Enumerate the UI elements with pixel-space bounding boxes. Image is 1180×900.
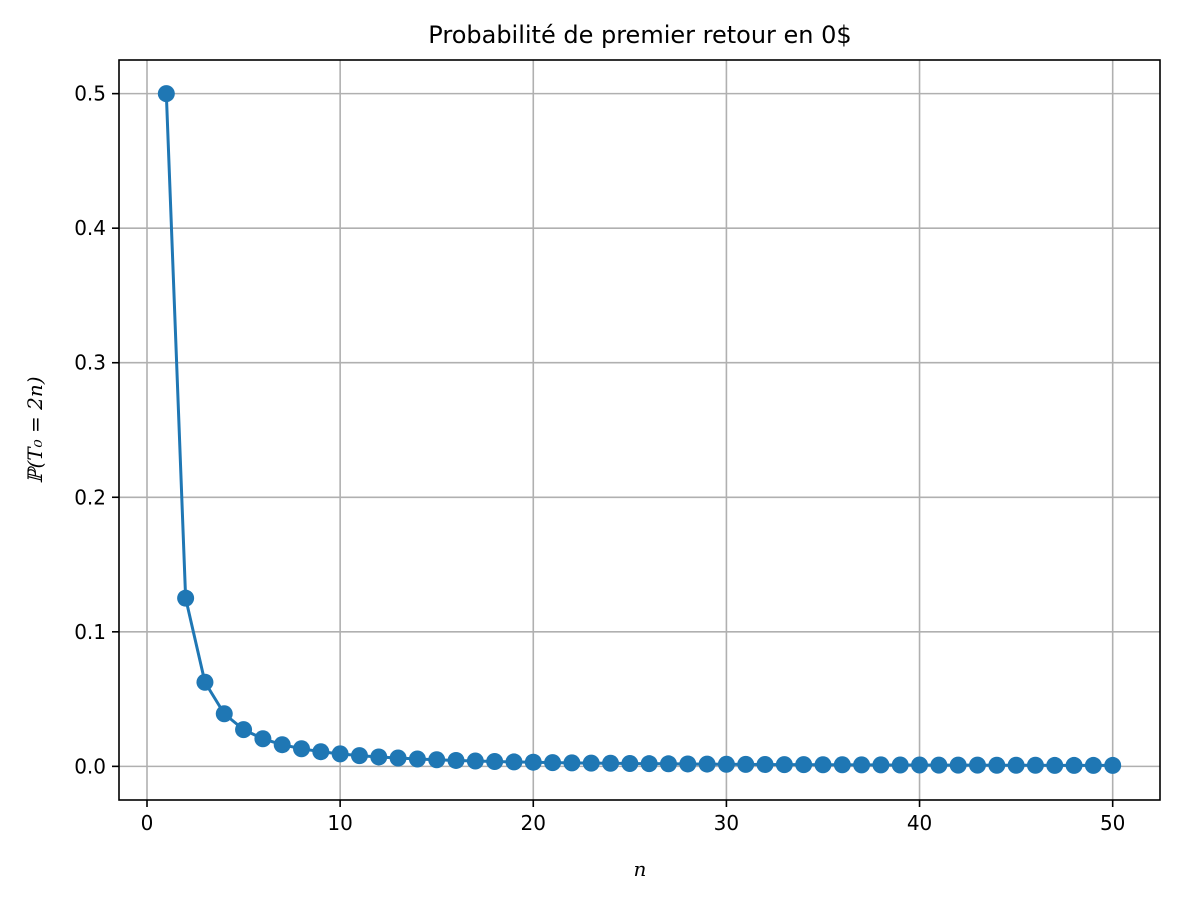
x-tick-label: 50 [1100, 811, 1125, 835]
data-point [891, 756, 909, 774]
x-tick-label: 0 [141, 811, 154, 835]
data-point [582, 754, 600, 772]
data-point [853, 756, 871, 774]
data-point [524, 753, 542, 771]
data-point [1026, 756, 1044, 774]
data-point [949, 756, 967, 774]
y-axis-label: ℙ(T₀ = 2n) [23, 376, 47, 483]
data-point [215, 705, 233, 723]
data-point [659, 755, 677, 773]
data-point [350, 747, 368, 765]
x-axis-label: n [634, 857, 647, 881]
data-point [1065, 756, 1083, 774]
y-tick-label: 0.1 [74, 620, 106, 644]
data-point [988, 756, 1006, 774]
grid [119, 60, 1160, 800]
data-point [775, 756, 793, 774]
data-point [640, 755, 658, 773]
data-point [872, 756, 890, 774]
data-point [621, 755, 639, 773]
data-point [428, 751, 446, 769]
data-point [737, 755, 755, 773]
data-point [795, 756, 813, 774]
data-point [408, 750, 426, 768]
data-point [331, 745, 349, 763]
data-point [814, 756, 832, 774]
data-point [196, 673, 214, 691]
data-series [157, 85, 1122, 774]
data-point [177, 589, 195, 607]
y-tick-label: 0.4 [74, 216, 106, 240]
x-tick-label: 30 [714, 811, 739, 835]
data-point [679, 755, 697, 773]
data-point [930, 756, 948, 774]
data-point [466, 752, 484, 770]
data-point [563, 754, 581, 772]
data-point [389, 749, 407, 767]
y-tick-label: 0.5 [74, 82, 106, 106]
data-point [486, 753, 504, 771]
data-point [157, 85, 175, 103]
x-tick-label: 10 [327, 811, 352, 835]
y-tick-label: 0.3 [74, 351, 106, 375]
x-tick-label: 20 [521, 811, 546, 835]
data-point [1007, 756, 1025, 774]
data-point [756, 755, 774, 773]
data-point [447, 751, 465, 769]
data-point [717, 755, 735, 773]
y-axis-ticks: 0.0 0.1 0.2 0.3 0.4 0.5 [74, 82, 119, 778]
plot-frame [118, 59, 1161, 801]
chart-title: Probabilité de premier retour en 0$ [428, 21, 851, 49]
y-tick-label: 0.0 [74, 754, 106, 778]
data-point [312, 743, 330, 761]
data-point [235, 721, 253, 739]
data-point [968, 756, 986, 774]
data-point [602, 754, 620, 772]
data-point [273, 736, 291, 754]
data-point [505, 753, 523, 771]
data-point [833, 756, 851, 774]
data-point [1084, 756, 1102, 774]
data-point [911, 756, 929, 774]
x-tick-label: 40 [907, 811, 932, 835]
data-point [1104, 756, 1122, 774]
data-point [293, 740, 311, 758]
data-point [1046, 756, 1064, 774]
data-point [254, 730, 272, 748]
y-tick-label: 0.2 [74, 485, 106, 509]
data-point [544, 754, 562, 772]
data-point [370, 748, 388, 766]
x-axis-ticks: 0 10 20 30 40 50 [141, 800, 1125, 835]
data-point [698, 755, 716, 773]
